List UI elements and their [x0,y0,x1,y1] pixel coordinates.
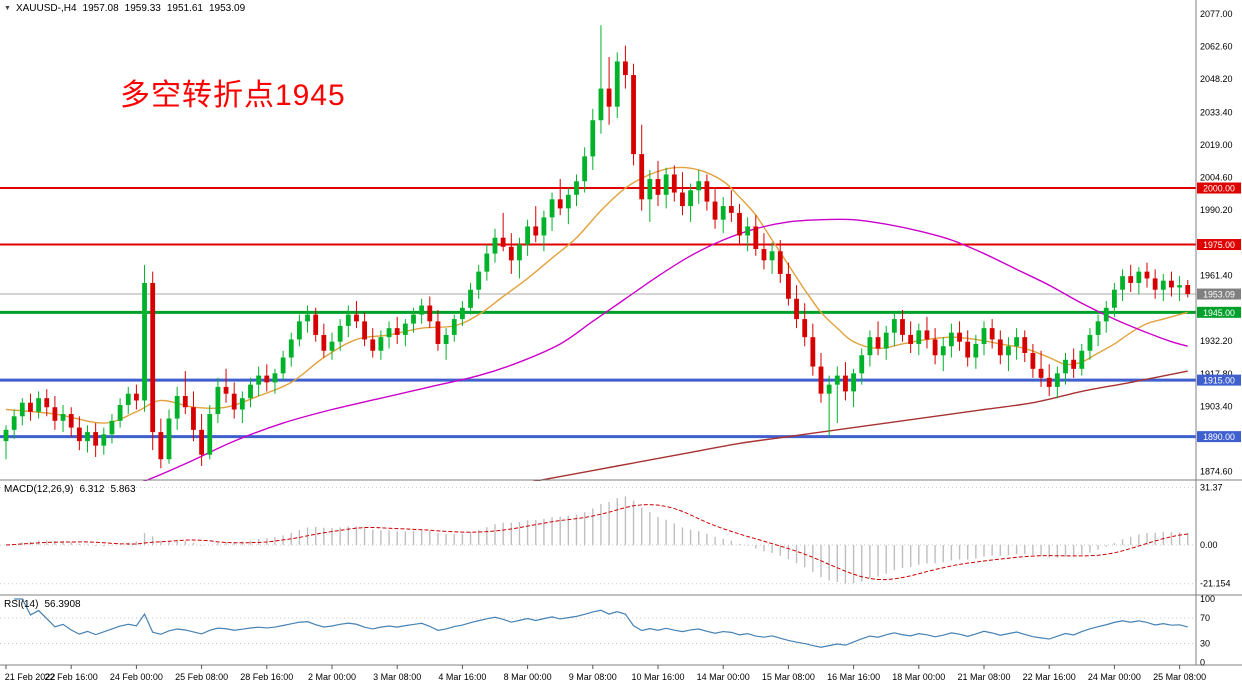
time-tick-label: 4 Mar 16:00 [438,672,486,682]
price-badge [1197,288,1241,300]
ohlc-high: 1959.33 [124,3,161,14]
macd-tick: 0.00 [1200,540,1218,550]
rsi-value: 56.3908 [44,599,81,610]
ma-mid-line [142,218,1188,481]
price-badge [1197,182,1241,194]
svg-text:1890.00: 1890.00 [1203,432,1235,442]
rsi-panel [0,598,1196,648]
time-tick-label: 18 Mar 00:00 [892,672,945,682]
price-tick: 1961.40 [1200,270,1233,280]
time-tick-label: 21 Feb 2022 [5,672,56,682]
rsi-line [14,598,1188,648]
rsi-name: RSI(14) [4,599,39,610]
panel-frames [0,0,1242,666]
price-tick: 2019.00 [1200,140,1233,150]
price-tick: 2033.40 [1200,108,1233,118]
price-tick: 1903.40 [1200,401,1233,411]
macd-panel [0,487,1196,585]
rsi-tick: 30 [1200,638,1210,648]
price-tick: 2004.60 [1200,173,1233,183]
time-tick-label: 15 Mar 08:00 [762,672,815,682]
price-badge [1197,374,1241,386]
price-tick: 2062.60 [1200,42,1233,52]
time-tick-label: 3 Mar 08:00 [373,672,421,682]
macd-signal-value: 5.863 [110,484,136,495]
price-axis: 2077.00 2062.60 2048.20 2033.40 2019.00 2004.… [1197,9,1241,668]
time-tick-label: 8 Mar 00:00 [504,672,552,682]
svg-text:2000.00: 2000.00 [1203,184,1235,194]
price-badge [1197,431,1241,443]
price-panel [0,25,1196,481]
rsi-tick: 0 [1200,658,1205,668]
ma-fast-line [5,166,1188,424]
price-badge [1197,239,1241,251]
price-tick: 2048.20 [1200,74,1233,84]
time-tick-label: 25 Mar 08:00 [1153,672,1206,682]
annotation-text: 多空转折点1945 [120,79,346,112]
rsi-tick: 100 [1200,594,1215,604]
time-tick-label: 16 Mar 16:00 [827,672,880,682]
macd-tick: 31.37 [1200,483,1223,493]
time-tick-label: 24 Feb 00:00 [110,672,163,682]
price-tick: 1874.60 [1200,466,1233,476]
time-tick-label: 28 Feb 16:00 [240,672,293,682]
rsi-tick: 70 [1200,613,1210,623]
symbol-title: XAUUSD-,H4 [15,3,77,14]
macd-value: 6.312 [79,484,105,495]
svg-text:1953.09: 1953.09 [1203,290,1235,300]
ohlc-close: 1953.09 [208,3,246,14]
time-tick-label: 2 Mar 00:00 [308,672,356,682]
time-tick-label: 21 Mar 08:00 [957,672,1010,682]
macd-tick: -21.154 [1200,579,1231,589]
svg-text:1975.00: 1975.00 [1203,240,1235,250]
ma-slow-line [532,370,1188,481]
time-tick-label: 22 Mar 16:00 [1023,672,1076,682]
chart-shift-icon: ▼ [4,5,11,12]
time-tick-label: 24 Mar 00:00 [1088,672,1141,682]
time-tick-label: 10 Mar 16:00 [631,672,684,682]
chart-header: ▼ XAUUSD-,H4 1957.08 1959.33 1951.61 195… [4,3,245,14]
candles [3,25,1191,469]
svg-text:1915.00: 1915.00 [1203,376,1235,386]
time-tick-label: 14 Mar 00:00 [697,672,750,682]
macd-label: MACD(12,26,9) 6.312 5.863 [4,484,136,495]
time-tick-label: 22 Feb 16:00 [45,672,98,682]
price-tick: 1990.20 [1200,205,1233,215]
time-tick-label: 25 Feb 08:00 [175,672,228,682]
time-tick-label: 9 Mar 08:00 [569,672,617,682]
ohlc-open: 1957.08 [82,3,119,14]
price-tick: 1932.20 [1200,336,1233,346]
svg-text:1945.00: 1945.00 [1203,308,1235,318]
rsi-label: RSI(14) 56.3908 [4,599,81,610]
ohlc-low: 1951.61 [166,3,203,14]
macd-histogram [13,496,1189,584]
macd-signal-line [5,504,1188,581]
price-badge [1197,306,1241,318]
price-tick: 2077.00 [1200,9,1233,19]
macd-name: MACD(12,26,9) [4,484,74,495]
price-tick: 1917.80 [1200,369,1233,379]
